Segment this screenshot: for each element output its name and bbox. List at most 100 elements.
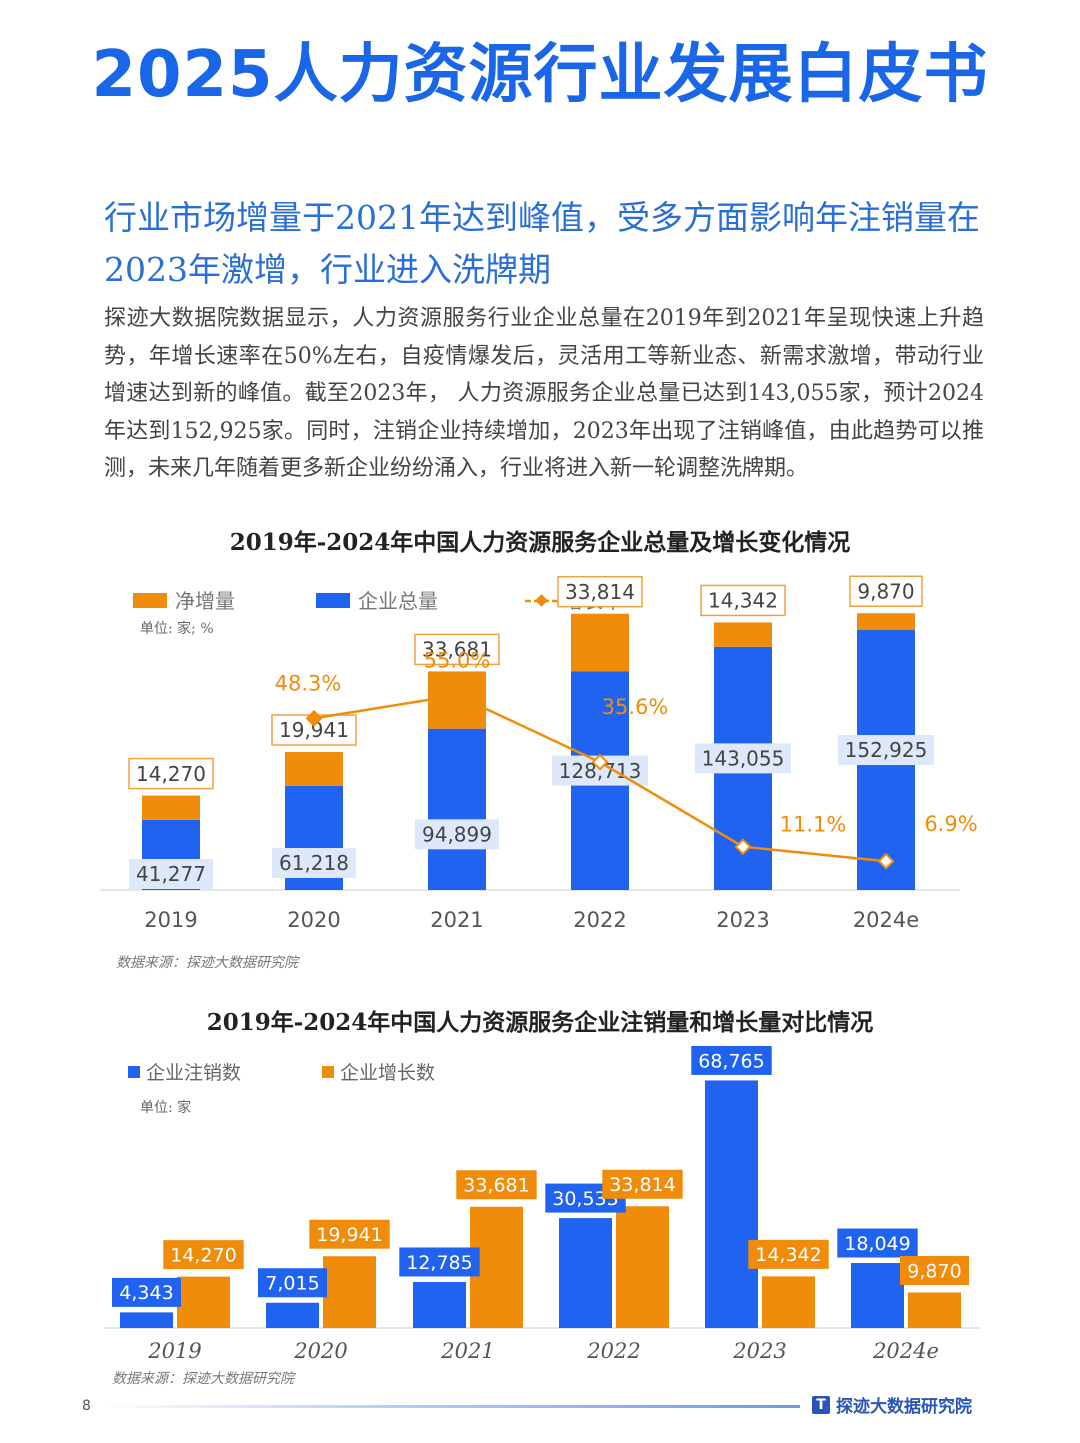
- x-tick-2022: 2022: [586, 1339, 640, 1363]
- legend-cancel-label: 企业注销数: [146, 1062, 241, 1084]
- bar-cancel-2020: [266, 1302, 319, 1328]
- bar-cancel-2023: [705, 1080, 758, 1328]
- legend-net-label: 净增量: [175, 589, 235, 613]
- chart2-unit: 单位: 家: [140, 1099, 191, 1116]
- label-total-2020-box: [272, 847, 356, 878]
- bar-cancel-2019: [120, 1312, 173, 1328]
- x-tick-2021: 2021: [430, 908, 483, 932]
- rate-point-2024e: [877, 852, 895, 870]
- label-growth-2024e: 9,870: [907, 1260, 961, 1282]
- label-net-2022: 33,814: [565, 580, 635, 604]
- label-growth-2022: 33,814: [609, 1174, 675, 1196]
- rate-point-2021: [448, 686, 466, 704]
- bar-growth-2022: [616, 1206, 669, 1328]
- label-growth-2024e-box: [900, 1255, 969, 1285]
- label-net-2023-box: [700, 584, 786, 617]
- label-net-2019: 14,270: [136, 762, 206, 786]
- label-net-2021: 33,681: [422, 638, 492, 662]
- chart1-source: 数据来源：探迹大数据研究院: [116, 955, 298, 971]
- x-tick-2021: 2021: [440, 1339, 494, 1363]
- bar-growth-2020: [323, 1256, 376, 1328]
- label-total-2023-box: [695, 743, 791, 774]
- chart-cancel-vs-growth: 2019年-2024年中国人力资源服务企业注销量和增长量对比情况企业注销数 企业增…: [0, 995, 1080, 1370]
- legend-net-swatch: [133, 593, 167, 608]
- x-tick-2024e: 2024e: [872, 1339, 939, 1363]
- bar-net-2020: [285, 752, 343, 786]
- bar-growth-2019: [177, 1276, 230, 1328]
- chart2-source: 数据来源：探迹大数据研究院: [112, 1371, 294, 1387]
- chart1-unit: 单位: 家; %: [140, 620, 214, 637]
- x-tick-2019: 2019: [144, 908, 197, 932]
- label-total-2021-box: [415, 819, 499, 850]
- rate-label-2020: 48.3%: [275, 671, 342, 695]
- rate-point-2023: [734, 838, 752, 856]
- legend-total-label: 企业总量: [358, 589, 438, 613]
- rate-label-2021: 55.0%: [424, 648, 491, 672]
- chart-total-growth-svg: 2019年-2024年中国人力资源服务企业总量及增长变化情况净增量企业总量增长率…: [100, 529, 978, 932]
- label-cancel-2020: 7,015: [265, 1273, 319, 1295]
- body-paragraph: 探迹大数据院数据显示，人力资源服务行业企业总量在2019年到2021年呈现快速上…: [104, 306, 984, 481]
- label-cancel-2019: 4,343: [119, 1282, 173, 1304]
- label-net-2024e-box: [849, 575, 923, 607]
- brand-logo-icon: T: [812, 1395, 830, 1414]
- legend-growth-swatch: [322, 1066, 334, 1078]
- label-cancel-2020-box: [258, 1268, 327, 1298]
- section-heading: 行业市场增量于2021年达到峰值，受多方面影响年注销量在2023年激增，行业进入…: [104, 198, 980, 289]
- bar-net-2022: [571, 613, 629, 672]
- label-growth-2023-box: [748, 1239, 829, 1269]
- bar-growth-2024e: [908, 1292, 961, 1328]
- label-growth-2020: 19,941: [316, 1224, 382, 1246]
- label-growth-2022-box: [602, 1169, 683, 1199]
- bar-net-2019: [142, 795, 200, 820]
- label-growth-2021: 33,681: [463, 1175, 529, 1197]
- chart2-title: 2019年-2024年中国人力资源服务企业注销量和增长量对比情况: [207, 1009, 874, 1036]
- page-number: 8: [82, 1398, 91, 1414]
- legend-total-swatch: [316, 593, 350, 608]
- label-cancel-2024e: 18,049: [844, 1233, 910, 1255]
- label-cancel-2023-box: [691, 1045, 772, 1075]
- label-growth-2021-box: [456, 1170, 537, 1200]
- label-cancel-2024e-box: [837, 1228, 918, 1258]
- label-net-2023: 14,342: [708, 589, 778, 613]
- x-tick-2022: 2022: [573, 908, 626, 932]
- x-tick-2019: 2019: [147, 1339, 201, 1363]
- label-net-2019-box: [128, 757, 214, 790]
- legend-growth-label: 企业增长数: [340, 1062, 435, 1084]
- rate-label-2023: 11.1%: [780, 813, 847, 837]
- label-total-2019: 41,277: [136, 862, 206, 886]
- label-growth-2019-box: [163, 1240, 244, 1270]
- bar-growth-2023: [762, 1276, 815, 1328]
- label-total-2019-box: [129, 859, 213, 889]
- label-net-2024e: 9,870: [857, 579, 914, 603]
- label-cancel-2021: 12,785: [406, 1252, 472, 1274]
- label-growth-2020-box: [309, 1219, 390, 1249]
- rate-point-2022: [591, 753, 609, 771]
- label-cancel-2023: 68,765: [698, 1050, 764, 1072]
- label-net-2022-box: [557, 575, 643, 608]
- bar-net-2024e: [857, 613, 915, 631]
- label-net-2021-box: [414, 633, 500, 666]
- label-total-2024e: 152,925: [845, 738, 928, 762]
- label-total-2021: 94,899: [422, 823, 492, 847]
- footer-divider: [100, 1405, 800, 1408]
- label-total-2020: 61,218: [279, 851, 349, 875]
- brand-name: 探迹大数据研究院: [836, 1397, 972, 1417]
- bar-net-2023: [714, 622, 772, 647]
- chart1-title: 2019年-2024年中国人力资源服务企业总量及增长变化情况: [230, 529, 851, 556]
- x-tick-2020: 2020: [293, 1339, 347, 1363]
- rate-label-2024e: 6.9%: [924, 812, 977, 836]
- bar-cancel-2022: [559, 1218, 612, 1328]
- legend-rate-marker: [535, 594, 548, 607]
- x-tick-2020: 2020: [287, 908, 340, 932]
- x-tick-2024e: 2024e: [853, 908, 919, 932]
- document-title: 2025人力资源行业发展白皮书: [91, 38, 989, 112]
- label-cancel-2022: 30,533: [552, 1188, 618, 1210]
- bar-cancel-2024e: [851, 1263, 904, 1328]
- bar-cancel-2021: [413, 1281, 466, 1328]
- legend-cancel-swatch: [128, 1066, 140, 1078]
- rate-point-2020: [305, 709, 323, 727]
- chart-total-growth: 2019年-2024年中国人力资源服务企业总量及增长变化情况净增量企业总量增长率…: [0, 515, 1080, 935]
- rate-label-2022: 35.6%: [602, 695, 669, 719]
- bar-total-2021: [428, 728, 486, 890]
